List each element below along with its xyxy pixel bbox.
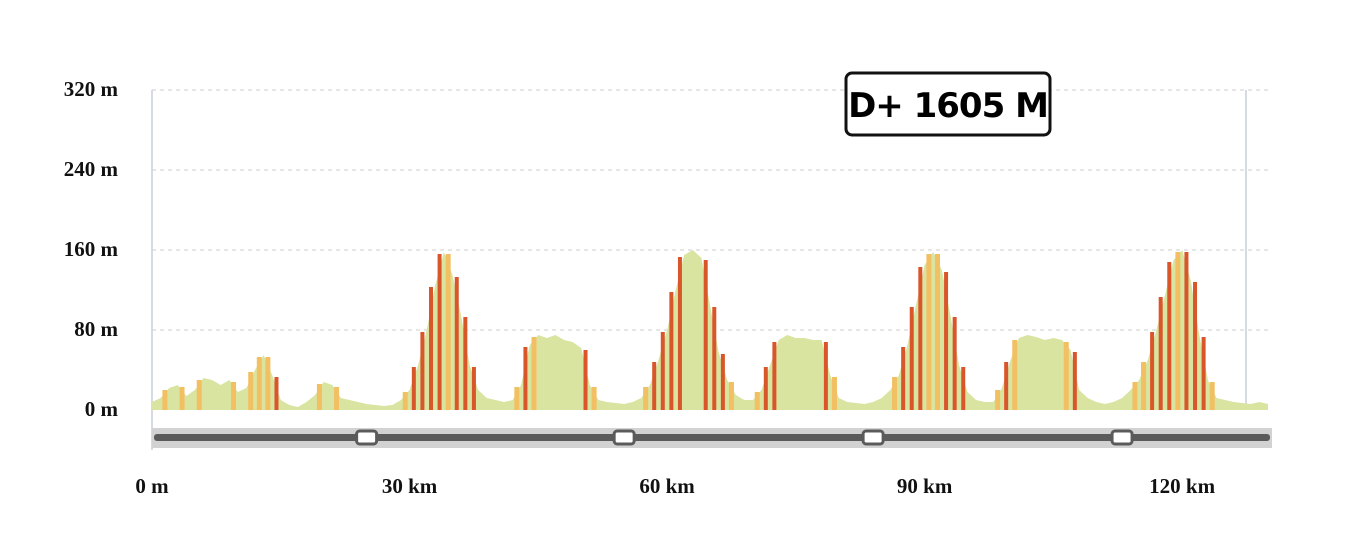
y-tick-label: 240 m xyxy=(64,157,119,181)
grade-stripes xyxy=(162,252,1215,410)
y-tick-label: 80 m xyxy=(74,317,118,341)
track-marker xyxy=(612,429,636,446)
elevation-gain-badge-frame xyxy=(844,71,1052,137)
y-axis-ticks: 0 m 80 m 160 m 240 m 320 m xyxy=(64,77,119,421)
x-axis-ticks: 0 m 30 km 60 km 90 km 120 km xyxy=(135,474,1215,498)
track-marker xyxy=(355,429,379,446)
route-track-bar xyxy=(152,428,1272,448)
track-marker xyxy=(1110,429,1134,446)
y-tick-label: 0 m xyxy=(85,397,119,421)
x-tick-label: 60 km xyxy=(639,474,695,498)
x-tick-label: 90 km xyxy=(897,474,953,498)
grid-lines xyxy=(152,89,1268,331)
axis-lines xyxy=(151,90,1247,450)
track-marker xyxy=(861,429,885,446)
elevation-gain-label: D+ 1605 M xyxy=(848,86,1048,126)
x-tick-label: 30 km xyxy=(382,474,438,498)
y-tick-label: 320 m xyxy=(64,77,119,101)
x-tick-label: 120 km xyxy=(1149,474,1215,498)
x-tick-label: 0 m xyxy=(135,474,169,498)
y-tick-label: 160 m xyxy=(64,237,119,261)
elevation-gain-badge: D+ 1605 M xyxy=(844,71,1052,137)
track-line xyxy=(154,434,1270,441)
